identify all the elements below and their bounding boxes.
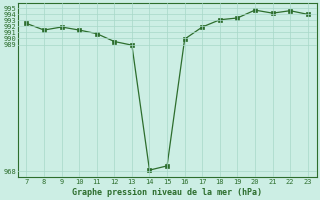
X-axis label: Graphe pression niveau de la mer (hPa): Graphe pression niveau de la mer (hPa): [72, 188, 262, 197]
